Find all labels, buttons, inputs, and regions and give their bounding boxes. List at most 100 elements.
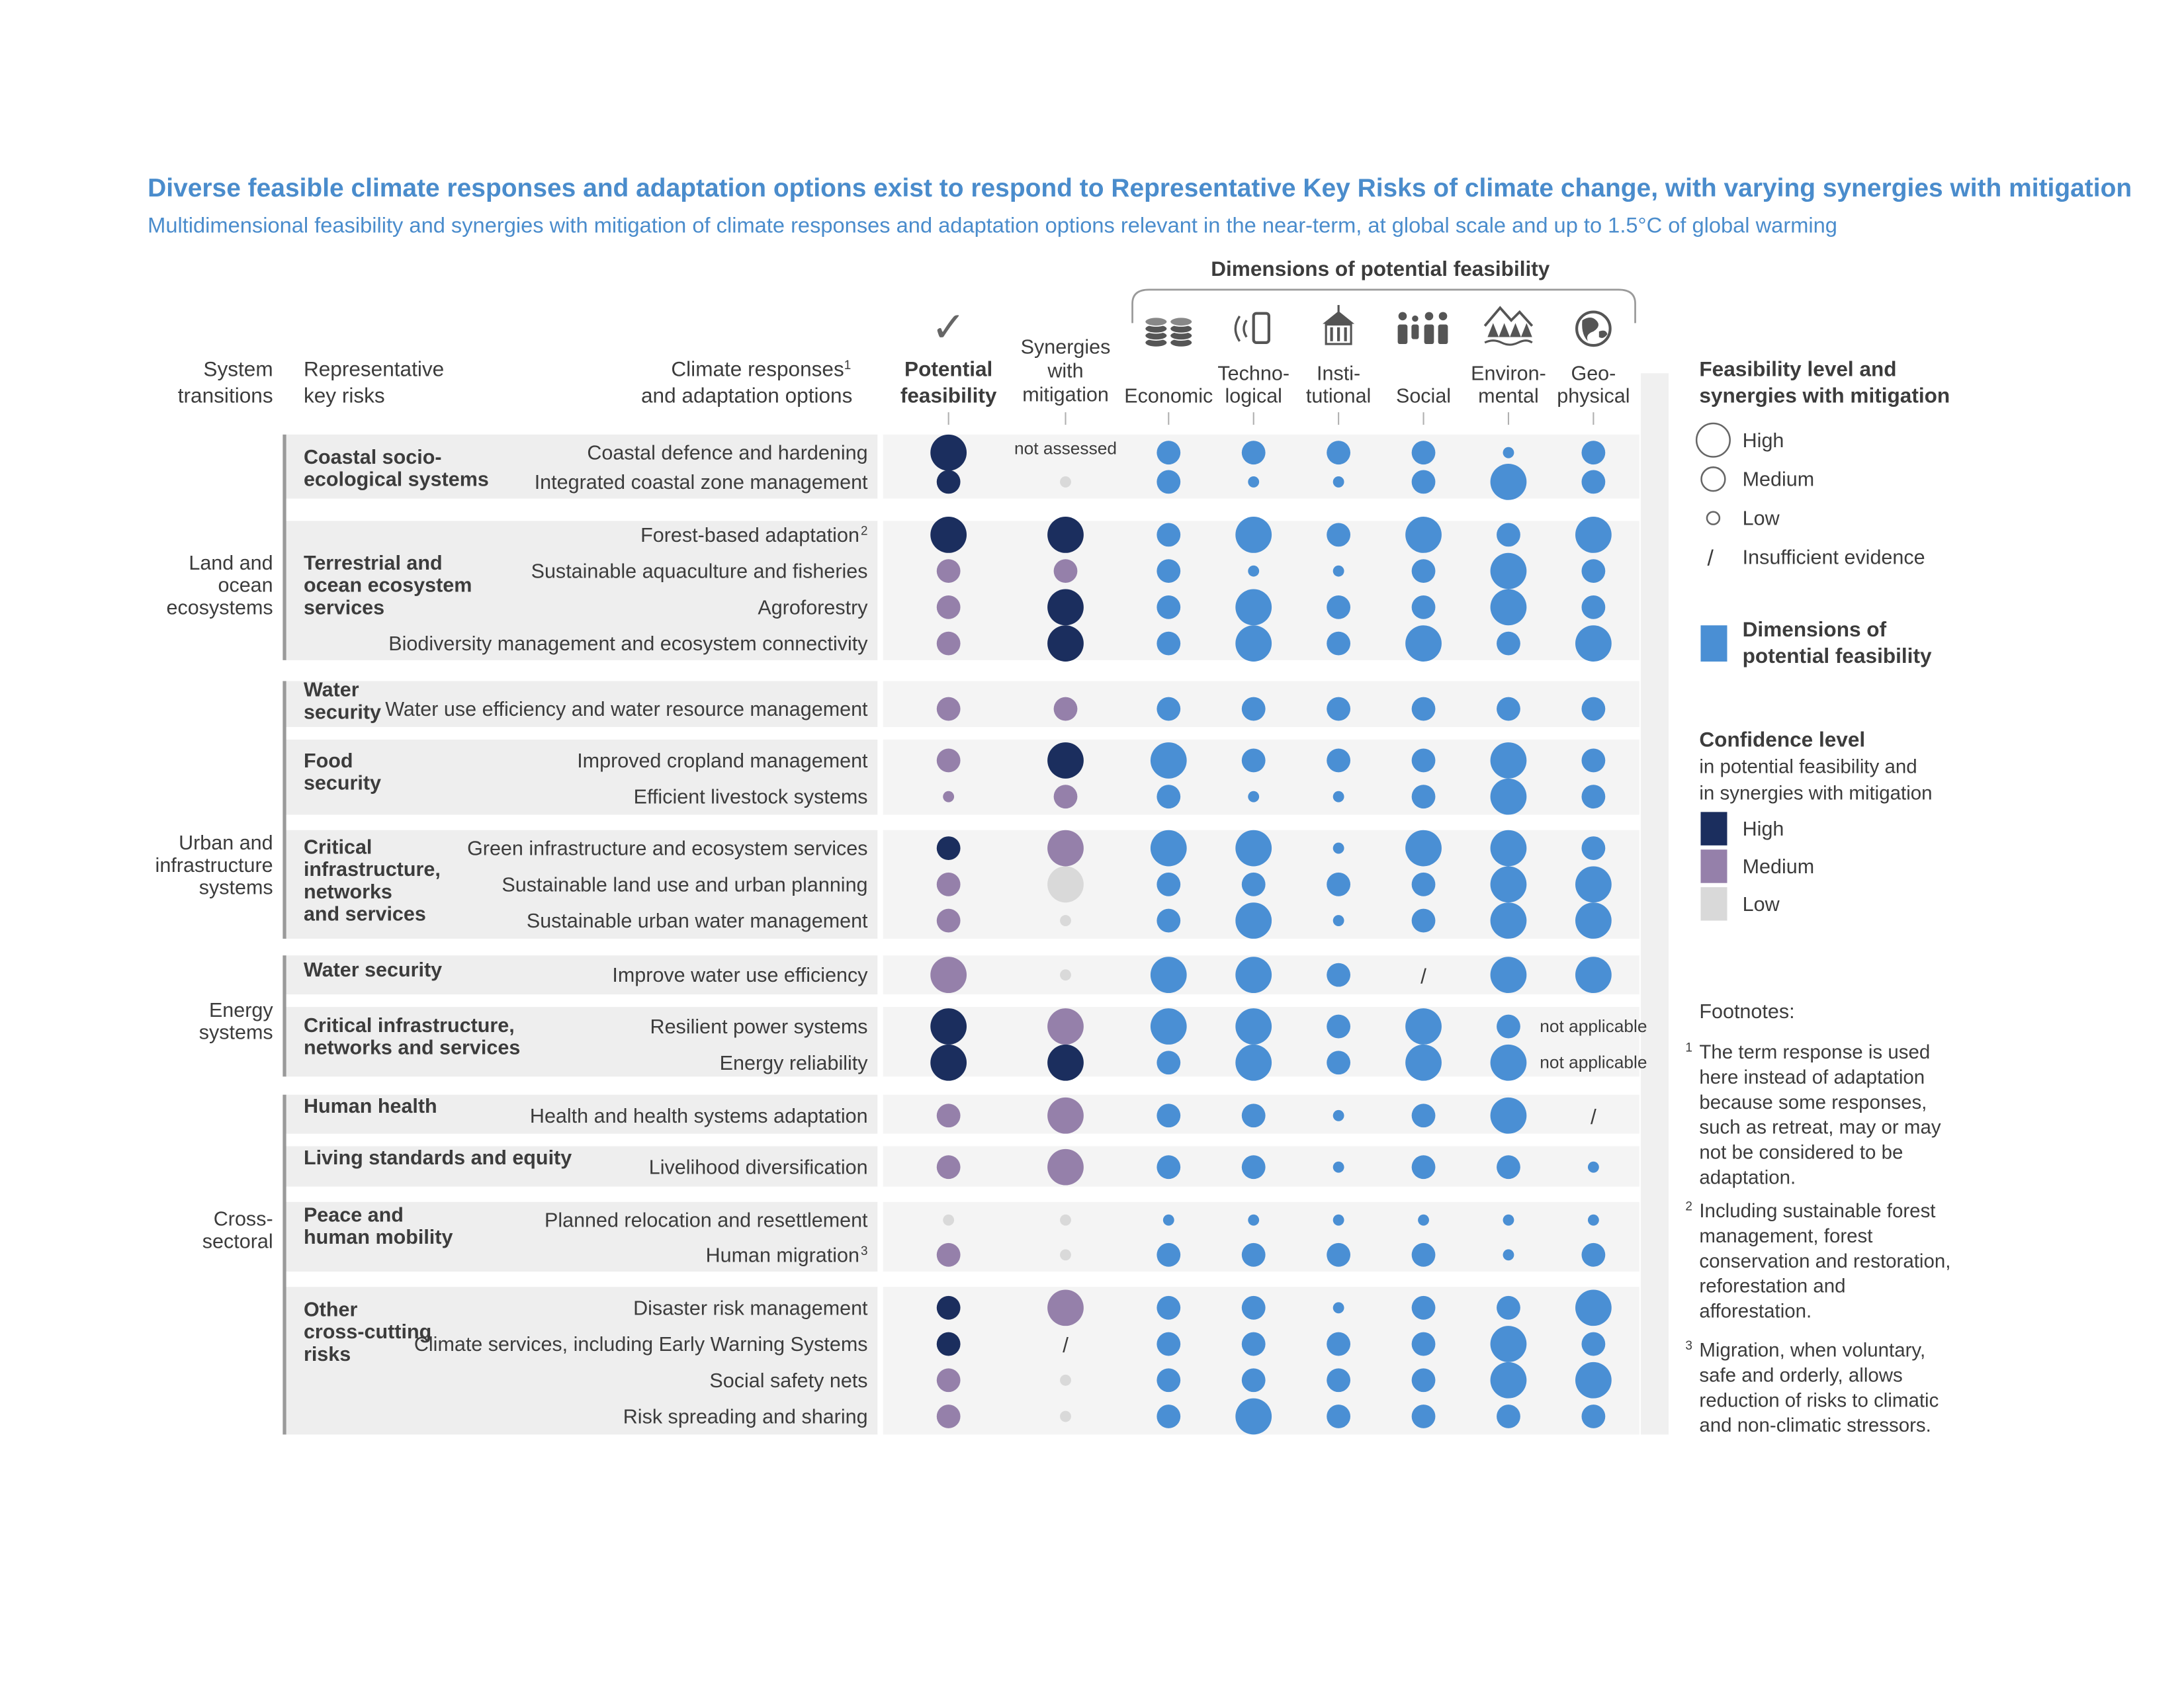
option-label: Sustainable urban water management bbox=[527, 910, 868, 932]
confidence-swatch bbox=[1700, 849, 1727, 883]
footnote-text: Migration, when voluntary, bbox=[1699, 1339, 1925, 1361]
risk-label: risks bbox=[304, 1343, 351, 1365]
footnote-text: reforestation and bbox=[1699, 1276, 1845, 1297]
synergy-dot bbox=[1047, 830, 1084, 867]
risk-label: Other bbox=[304, 1298, 358, 1320]
dimension-label: mental bbox=[1478, 384, 1539, 407]
dimension-dot bbox=[1157, 1368, 1181, 1393]
dimension-dot bbox=[1241, 441, 1266, 465]
confidence-swatch bbox=[1700, 812, 1727, 845]
dimension-dot bbox=[1575, 517, 1612, 553]
footnote-text: afforestation. bbox=[1699, 1301, 1812, 1322]
feasibility-dot bbox=[936, 559, 961, 584]
option-sup: 3 bbox=[861, 1244, 868, 1258]
confidence-swatch bbox=[1700, 887, 1727, 921]
body bbox=[1325, 323, 1352, 345]
dimension-dot bbox=[1581, 1242, 1606, 1267]
system-label: Urban and bbox=[179, 832, 273, 854]
system-bar bbox=[283, 681, 286, 939]
footnote-text: management, forest bbox=[1699, 1225, 1872, 1247]
dimension-dot bbox=[1235, 1044, 1272, 1081]
dimension-dot bbox=[1497, 631, 1520, 656]
head bbox=[1398, 312, 1407, 321]
system-label: Cross- bbox=[214, 1208, 273, 1231]
dimension-dot bbox=[1332, 791, 1344, 802]
footnote-text: and non-climatic stressors. bbox=[1699, 1414, 1931, 1436]
synergy-dot bbox=[1053, 559, 1078, 584]
option-label: Forest-based adaptation bbox=[640, 524, 859, 546]
dimension-dot bbox=[1332, 842, 1344, 854]
dimension-dot bbox=[1490, 1044, 1527, 1081]
dimension-dot bbox=[1327, 963, 1351, 987]
tree bbox=[1487, 323, 1499, 337]
synergy-dot bbox=[1047, 1289, 1084, 1326]
dimension-dot bbox=[1405, 1008, 1442, 1045]
chart-title: Diverse feasible climate responses and a… bbox=[148, 174, 2132, 202]
dimension-dot bbox=[1157, 872, 1181, 896]
feasibility-dot bbox=[936, 697, 961, 721]
dimension-dot bbox=[1411, 1405, 1436, 1428]
mountains bbox=[1483, 306, 1534, 327]
dimension-dot bbox=[1497, 1155, 1520, 1180]
option-label: Energy reliability bbox=[720, 1052, 869, 1074]
synergy-dot bbox=[1047, 1008, 1084, 1045]
coin bbox=[1144, 316, 1168, 327]
option-label: Improved cropland management bbox=[577, 750, 868, 772]
option-label: Biodiversity management and ecosystem co… bbox=[388, 632, 868, 655]
legend-slash: / bbox=[1708, 546, 1714, 571]
roof bbox=[1323, 311, 1355, 324]
risk-band bbox=[285, 830, 878, 939]
risk-label: and services bbox=[304, 903, 426, 926]
forest-icon bbox=[1483, 306, 1534, 346]
panel-shadow bbox=[1640, 373, 1669, 1435]
feasibility-dot bbox=[936, 748, 961, 773]
feasibility-dot bbox=[936, 1242, 961, 1267]
dimension-dot bbox=[1235, 589, 1272, 626]
dimension-dot bbox=[1411, 1332, 1436, 1356]
feasibility-dot bbox=[936, 1155, 961, 1180]
dimension-dot bbox=[1327, 872, 1351, 896]
confidence-level: Low bbox=[1743, 893, 1780, 916]
dimension-dot bbox=[1332, 1161, 1344, 1173]
feasibility-dot bbox=[936, 470, 961, 494]
feasibility-dot bbox=[936, 1332, 961, 1356]
dimension-dot bbox=[1157, 697, 1181, 721]
dimension-dot bbox=[1332, 915, 1344, 926]
system-label: sectoral bbox=[202, 1230, 273, 1252]
risk-label: Human health bbox=[304, 1095, 437, 1117]
dimension-dot bbox=[1575, 1289, 1612, 1326]
feasibility-dot bbox=[936, 631, 961, 656]
option-label: Planned relocation and resettlement bbox=[545, 1209, 868, 1232]
dimension-dot bbox=[1405, 1044, 1442, 1081]
dimension-dot bbox=[1248, 1214, 1260, 1226]
feasibility-dot bbox=[930, 957, 967, 994]
dimension-dot bbox=[1581, 1405, 1606, 1428]
dimension-dot bbox=[1411, 748, 1436, 773]
feasibility-dot bbox=[943, 1214, 955, 1226]
footnote-num: 3 bbox=[1685, 1339, 1692, 1353]
body bbox=[1424, 324, 1434, 344]
system-bar bbox=[283, 955, 286, 1077]
dimension-dot bbox=[1157, 441, 1181, 465]
dimension-dot bbox=[1581, 785, 1606, 809]
confidence-sub: in potential feasibility and bbox=[1699, 756, 1917, 777]
option-label: Climate services, including Early Warnin… bbox=[414, 1333, 868, 1356]
risk-label: Water bbox=[304, 679, 359, 701]
risk-label: ecological systems bbox=[304, 468, 489, 491]
feasibility-dot bbox=[930, 517, 967, 553]
dimension-dot bbox=[1241, 1242, 1266, 1267]
dimension-dot bbox=[1241, 1155, 1266, 1180]
header-response: and adaptation options bbox=[641, 383, 852, 407]
legend-level: Insufficient evidence bbox=[1743, 546, 1925, 569]
dimension-dot bbox=[1235, 625, 1272, 662]
header-system: System bbox=[203, 357, 273, 380]
feasibility-dot bbox=[930, 1008, 967, 1045]
synergy-dot bbox=[1060, 1214, 1071, 1226]
dimension-dot bbox=[1411, 559, 1436, 584]
risk-band bbox=[285, 1094, 878, 1134]
dimension-dot bbox=[1411, 697, 1436, 721]
footnote-text: conservation and restoration, bbox=[1699, 1250, 1950, 1272]
dimension-dot bbox=[1235, 1008, 1272, 1045]
legend-level: High bbox=[1743, 429, 1784, 452]
dimension-dot bbox=[1332, 1302, 1344, 1314]
